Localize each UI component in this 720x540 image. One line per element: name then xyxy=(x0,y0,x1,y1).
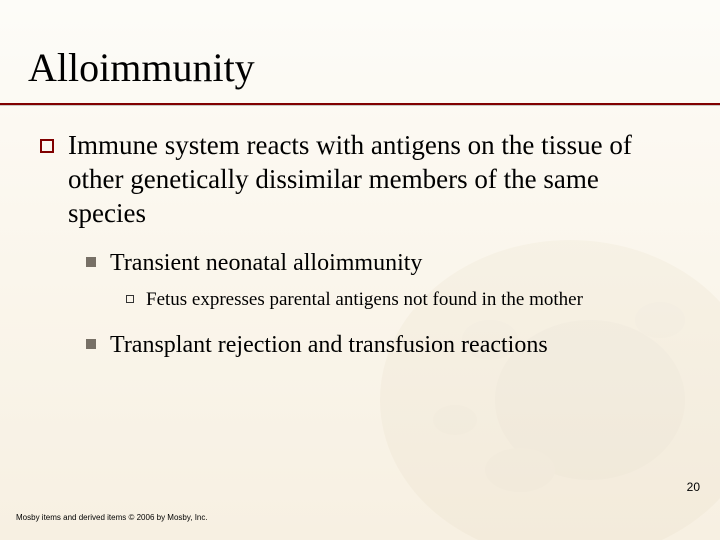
lvl3-text: Fetus expresses parental antigens not fo… xyxy=(146,288,583,312)
filled-square-bullet-icon xyxy=(86,257,96,267)
lvl3-group: Fetus expresses parental antigens not fo… xyxy=(126,288,680,312)
bullet-level-2: Transient neonatal alloimmunity xyxy=(86,248,680,278)
bullet-level-1: Immune system reacts with antigens on th… xyxy=(40,129,680,230)
lvl2-text: Transplant rejection and transfusion rea… xyxy=(110,330,548,360)
page-number: 20 xyxy=(687,480,700,494)
page-title: Alloimmunity xyxy=(0,0,720,97)
copyright-text: Mosby items and derived items © 2006 by … xyxy=(16,513,208,522)
bullet-level-3: Fetus expresses parental antigens not fo… xyxy=(126,288,680,312)
filled-square-bullet-icon xyxy=(86,339,96,349)
hollow-square-bullet-icon xyxy=(40,139,54,153)
slide: Alloimmunity Immune system reacts with a… xyxy=(0,0,720,540)
content-area: Immune system reacts with antigens on th… xyxy=(0,105,720,360)
lvl1-text: Immune system reacts with antigens on th… xyxy=(68,129,680,230)
lvl2-text: Transient neonatal alloimmunity xyxy=(110,248,422,278)
bullet-level-2: Transplant rejection and transfusion rea… xyxy=(86,330,680,360)
hollow-small-square-bullet-icon xyxy=(126,295,134,303)
lvl2-group: Transient neonatal alloimmunity Fetus ex… xyxy=(86,248,680,360)
